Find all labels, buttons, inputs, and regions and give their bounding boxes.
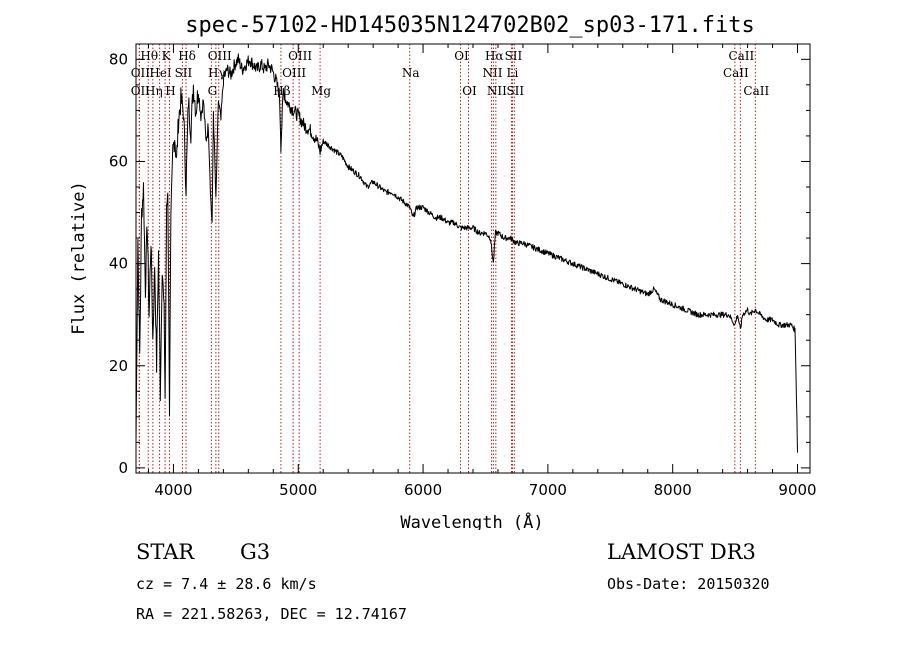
flux-line — [135, 53, 798, 453]
y-tick-label-4: 80 — [109, 50, 128, 68]
y-tick-label-0: 0 — [118, 459, 128, 477]
x-tick-label-5: 9000 — [778, 481, 816, 499]
plot-frame — [135, 43, 811, 474]
line-label-24: SII — [506, 84, 524, 98]
y-tick-label-1: 20 — [109, 357, 128, 375]
line-label-7: H — [165, 84, 175, 98]
line-label-19: Hα — [485, 49, 504, 63]
line-label-8: Hδ — [178, 49, 196, 63]
observation-date: Obs-Date: 20150320 — [607, 575, 770, 593]
flux-series — [135, 53, 798, 453]
x-tick-label-1: 5000 — [279, 481, 317, 499]
y-tick-label-3: 60 — [109, 152, 128, 170]
line-label-14: Hβ — [273, 84, 290, 98]
x-tick-label-2: 6000 — [404, 481, 442, 499]
line-label-18: OI — [462, 84, 477, 98]
line-label-5: HeI — [149, 66, 172, 80]
axis-ticks: 4000 5000 6000 7000 8000 9000 0 20 40 60 80 — [109, 44, 817, 499]
x-tick-label-4: 8000 — [654, 481, 692, 499]
line-label-16: Na — [402, 66, 420, 80]
spectral-subclass: G3 — [240, 540, 271, 564]
line-label-12: OIII — [288, 49, 312, 63]
line-label-9: OIII — [208, 49, 232, 63]
line-label-26: CaII — [723, 66, 749, 80]
line-label-0: Hθ — [140, 49, 158, 63]
spectrum-chart: spec-57102-HD145035N124702B02_sp03-171.f… — [69, 13, 817, 530]
line-label-23: NII — [487, 84, 507, 98]
line-label-17: OI — [454, 49, 469, 63]
line-label-10: Hγ — [208, 66, 226, 80]
y-tick-label-2: 40 — [109, 255, 128, 273]
x-axis-label: Wavelength (Å) — [400, 511, 543, 530]
line-label-6: SII — [175, 66, 193, 80]
line-label-27: CaII — [743, 84, 769, 98]
line-label-1: OII — [131, 66, 151, 80]
line-label-25: CaII — [728, 49, 754, 63]
line-label-4: K — [162, 49, 172, 63]
line-label-11: G — [208, 84, 218, 98]
object-class: STAR — [136, 540, 195, 564]
x-tick-label-3: 7000 — [529, 481, 567, 499]
line-label-13: OIII — [282, 66, 306, 80]
chart-title: spec-57102-HD145035N124702B02_sp03-171.f… — [185, 13, 755, 38]
line-label-22: Li — [507, 66, 519, 80]
y-axis-label: Flux (relative) — [69, 181, 89, 335]
redshift-cz: cz = 7.4 ± 28.6 km/s — [136, 575, 317, 593]
line-label-3: Hη — [145, 84, 163, 98]
line-label-21: NII — [482, 66, 502, 80]
x-tick-label-0: 4000 — [154, 481, 192, 499]
survey-name: LAMOST DR3 — [607, 540, 756, 564]
coordinates: RA = 221.58263, DEC = 12.74167 — [136, 605, 407, 623]
line-label-20: SII — [505, 49, 523, 63]
line-label-15: Mg — [311, 84, 331, 98]
